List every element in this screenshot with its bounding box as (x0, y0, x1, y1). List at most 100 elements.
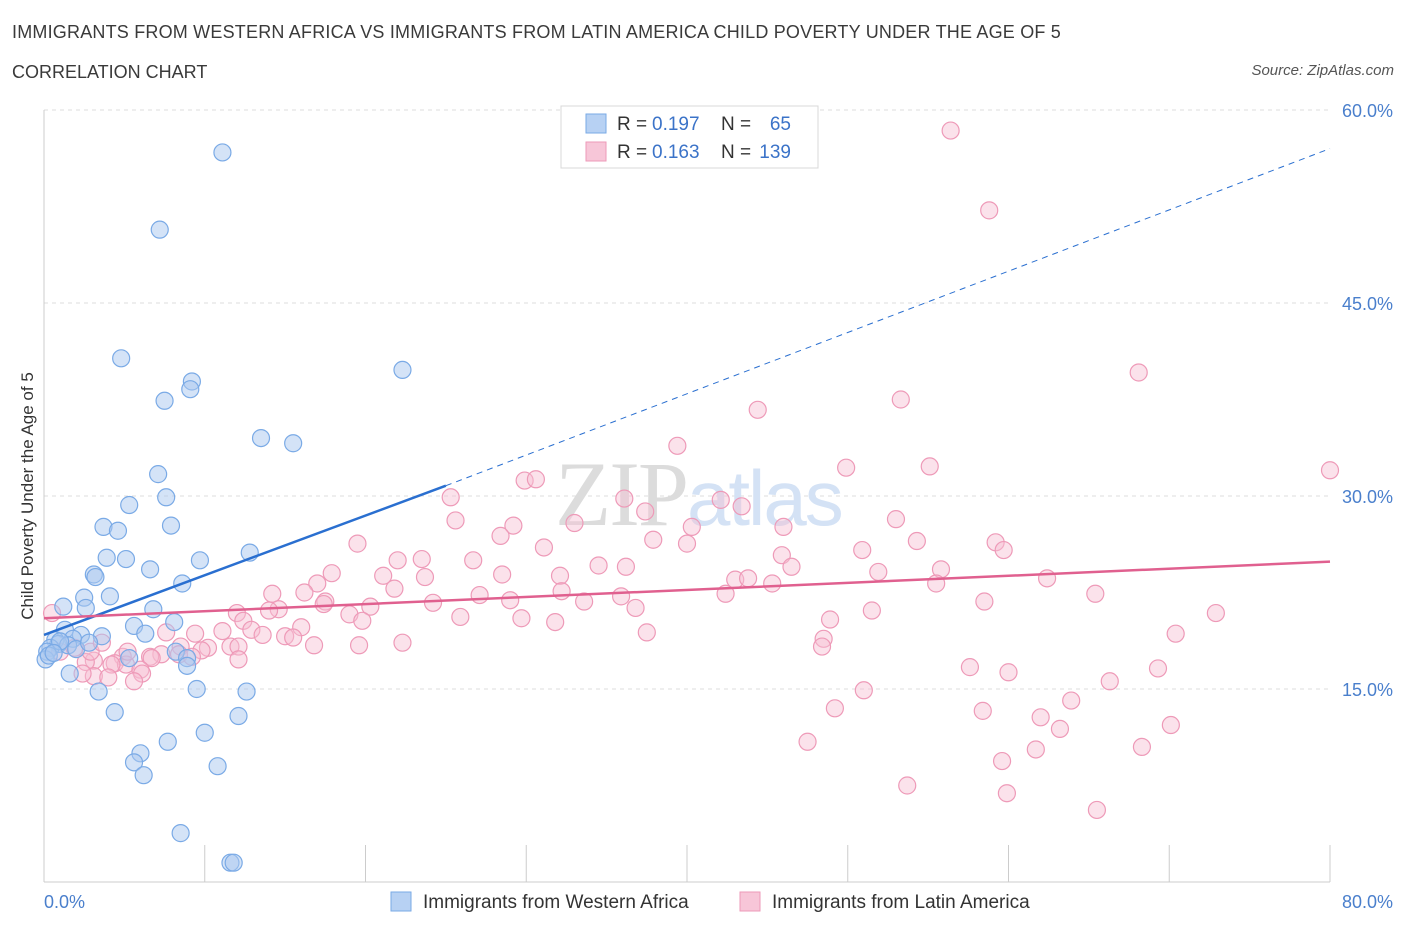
data-point-latin-america (441, 488, 460, 507)
data-point-latin-america (229, 650, 248, 669)
data-point-western-africa (54, 597, 73, 616)
data-point-western-africa (124, 753, 144, 772)
data-point-latin-america (242, 620, 261, 639)
data-point-western-africa (116, 549, 136, 569)
y-axis-label: Child Poverty Under the Age of 5 (18, 372, 37, 620)
data-point-latin-america (1161, 715, 1180, 735)
data-point-western-africa (171, 824, 190, 843)
data-point-latin-america (1050, 719, 1070, 738)
data-point-western-africa (79, 633, 99, 652)
data-point-latin-america (1087, 800, 1107, 820)
data-point-latin-america (812, 637, 832, 656)
legend-r-value-2: 0.163 (652, 142, 700, 163)
data-point-latin-america (1031, 708, 1050, 727)
data-point-latin-america (526, 470, 545, 489)
data-point-western-africa (100, 587, 120, 606)
data-point-latin-america (891, 390, 910, 409)
data-point-western-africa (76, 598, 95, 618)
data-point-latin-america (1086, 584, 1105, 603)
data-point-western-africa (157, 488, 176, 507)
data-point-western-africa (134, 766, 153, 785)
data-point-western-africa (150, 220, 169, 239)
data-point-latin-america (565, 513, 584, 533)
legend-r-label-2: R = (617, 142, 647, 163)
data-point-latin-america (192, 641, 211, 660)
chart-title: IMMIGRANTS FROM WESTERN AFRICA VS IMMIGR… (12, 22, 1061, 42)
data-point-latin-america (253, 625, 272, 645)
bottom-legend: Immigrants from Western Africa Immigrant… (390, 891, 1030, 913)
data-point-latin-america (1148, 659, 1168, 678)
data-point-latin-america (854, 681, 873, 700)
data-point-latin-america (748, 400, 767, 419)
data-point-western-africa (105, 703, 124, 722)
data-point-latin-america (546, 612, 565, 632)
data-point-latin-america (994, 540, 1013, 560)
trend-line-western-africa (43, 484, 447, 637)
data-point-latin-america (423, 593, 443, 612)
data-point-western-africa (165, 612, 184, 632)
data-point-western-africa (190, 551, 210, 570)
data-point-latin-america (504, 516, 523, 535)
data-point-western-africa (120, 649, 139, 668)
data-point-western-africa (284, 434, 303, 453)
data-point-western-africa (44, 643, 63, 663)
data-point-western-africa (120, 495, 139, 515)
x-tick-labels: 0.0% 80.0% (44, 892, 1393, 912)
data-point-western-africa (393, 360, 412, 380)
top-legend: R = 0.197 N = 65 R = 0.163 N = 139 (560, 105, 819, 169)
data-point-latin-america (349, 636, 369, 655)
data-point-latin-america (907, 531, 926, 551)
data-point-latin-america (464, 551, 483, 570)
data-point-latin-america (552, 582, 571, 601)
data-point-western-africa (181, 380, 200, 399)
data-point-latin-america (711, 490, 730, 509)
x-tick-label-min: 0.0% (44, 892, 85, 912)
data-point-latin-america (980, 201, 999, 220)
y-tick-label: 15.0% (1342, 680, 1393, 700)
data-point-latin-america (732, 497, 751, 516)
data-point-latin-america (322, 564, 341, 583)
chart-subtitle: CORRELATION CHART (12, 62, 208, 82)
data-point-latin-america (304, 636, 324, 655)
data-point-latin-america (1132, 737, 1152, 757)
data-point-western-africa (158, 732, 177, 751)
data-point-latin-america (677, 534, 697, 553)
data-point-latin-america (263, 584, 282, 603)
data-point-latin-america (886, 510, 906, 529)
series-western-africa-points (36, 143, 412, 872)
data-point-latin-america (446, 511, 465, 530)
watermark-zip: ZIP (555, 443, 687, 545)
data-point-latin-america (361, 597, 380, 616)
data-point-latin-america (814, 629, 833, 648)
data-point-latin-america (973, 701, 992, 720)
data-point-western-africa (149, 465, 168, 484)
bottom-legend-label-pink: Immigrants from Latin America (772, 892, 1030, 913)
data-point-latin-america (451, 607, 470, 627)
data-point-latin-america (636, 502, 655, 521)
data-point-latin-america (1206, 603, 1225, 623)
data-point-latin-america (415, 567, 435, 587)
data-point-latin-america (772, 546, 791, 565)
data-point-latin-america (920, 457, 939, 476)
data-point-western-africa (89, 682, 108, 701)
data-point-latin-america (186, 624, 205, 643)
data-point-latin-america (837, 458, 856, 477)
y-tick-label: 60.0% (1342, 101, 1393, 121)
data-point-latin-america (213, 621, 232, 641)
legend-n-label-1: N = (721, 114, 751, 135)
data-point-western-africa (224, 853, 243, 872)
data-point-western-africa (155, 391, 174, 410)
data-point-western-africa (229, 706, 248, 726)
data-point-latin-america (668, 436, 687, 455)
data-point-latin-america (284, 628, 303, 647)
data-point-latin-america (493, 565, 512, 584)
data-point-latin-america (99, 668, 118, 687)
bottom-legend-label-blue: Immigrants from Western Africa (423, 892, 689, 913)
data-point-latin-america (862, 601, 881, 620)
data-point-latin-america (825, 699, 844, 718)
bottom-legend-swatch-pink (739, 891, 761, 912)
legend-n-value-2: 139 (759, 142, 791, 163)
data-point-latin-america (348, 534, 367, 553)
legend-swatch-blue (585, 113, 607, 134)
